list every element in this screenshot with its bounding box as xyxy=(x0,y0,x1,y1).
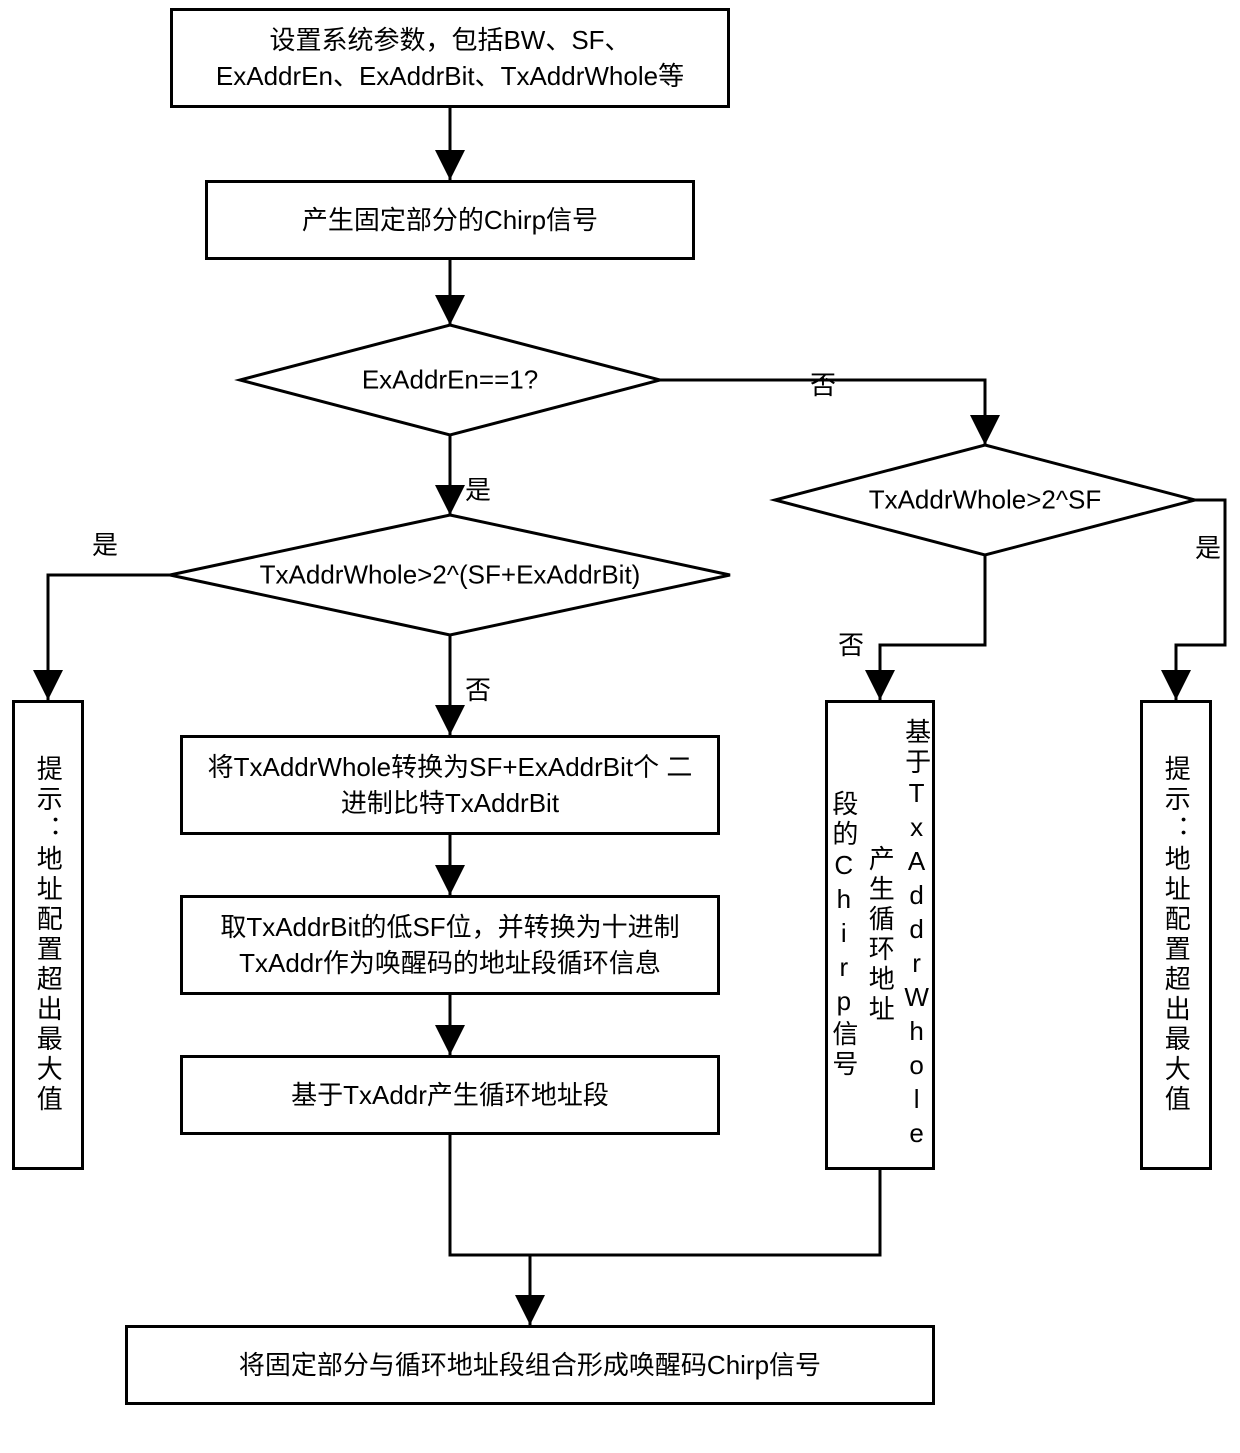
node-combine-chirp: 将固定部分与循环地址段组合形成唤醒码Chirp信号 xyxy=(125,1325,935,1405)
edge xyxy=(880,555,985,700)
node-gen-chirp-from-whole: 段的Chirp信号 基于TxAddrWhole产生循环地址 xyxy=(825,700,935,1170)
node-warn-overflow-left: 提示：地址配置超出最大值 xyxy=(12,700,84,1170)
edge-label: 否 xyxy=(810,365,836,402)
node-text-line2: 基于TxAddrWhole产生循环地址 xyxy=(862,715,935,1155)
node-convert-txaddrbit: 将TxAddrWhole转换为SF+ExAddrBit个 二进制比特TxAddr… xyxy=(180,735,720,835)
diamond-txaddr-sf-label: TxAddrWhole>2^SF xyxy=(869,485,1102,516)
node-text: 将TxAddrWhole转换为SF+ExAddrBit个 二进制比特TxAddr… xyxy=(208,749,693,822)
node-text: 产生固定部分的Chirp信号 xyxy=(302,202,598,238)
node-text: 提示：地址配置超出最大值 xyxy=(1158,755,1194,1115)
edge xyxy=(450,1135,530,1325)
node-gen-fixed-chirp: 产生固定部分的Chirp信号 xyxy=(205,180,695,260)
edge-label: 是 xyxy=(465,470,491,507)
edge xyxy=(530,1170,880,1255)
edge-label: 是 xyxy=(1195,528,1221,565)
node-extract-low-sf: 取TxAddrBit的低SF位，并转换为十进制TxAddr作为唤醒码的地址段循环… xyxy=(180,895,720,995)
node-gen-cyclic-addr: 基于TxAddr产生循环地址段 xyxy=(180,1055,720,1135)
node-warn-overflow-right: 提示：地址配置超出最大值 xyxy=(1140,700,1212,1170)
node-text: 取TxAddrBit的低SF位，并转换为十进制TxAddr作为唤醒码的地址段循环… xyxy=(220,909,679,982)
node-text: 提示：地址配置超出最大值 xyxy=(30,755,66,1115)
node-text: 基于TxAddr产生循环地址段 xyxy=(291,1077,609,1113)
node-text: 将固定部分与循环地址段组合形成唤醒码Chirp信号 xyxy=(239,1347,821,1383)
edge-label: 是 xyxy=(92,525,118,562)
edge xyxy=(48,575,170,700)
diamond-exaddren-label: ExAddrEn==1? xyxy=(362,365,538,396)
node-set-params: 设置系统参数，包括BW、SF、ExAddrEn、ExAddrBit、TxAddr… xyxy=(170,8,730,108)
edge-label: 否 xyxy=(465,670,491,707)
edge-label: 否 xyxy=(838,625,864,662)
node-text-line1: 段的Chirp信号 xyxy=(825,790,861,1080)
node-text: 设置系统参数，包括BW、SF、ExAddrEn、ExAddrBit、TxAddr… xyxy=(216,22,684,95)
diamond-txaddr-sfex-label: TxAddrWhole>2^(SF+ExAddrBit) xyxy=(260,560,641,591)
